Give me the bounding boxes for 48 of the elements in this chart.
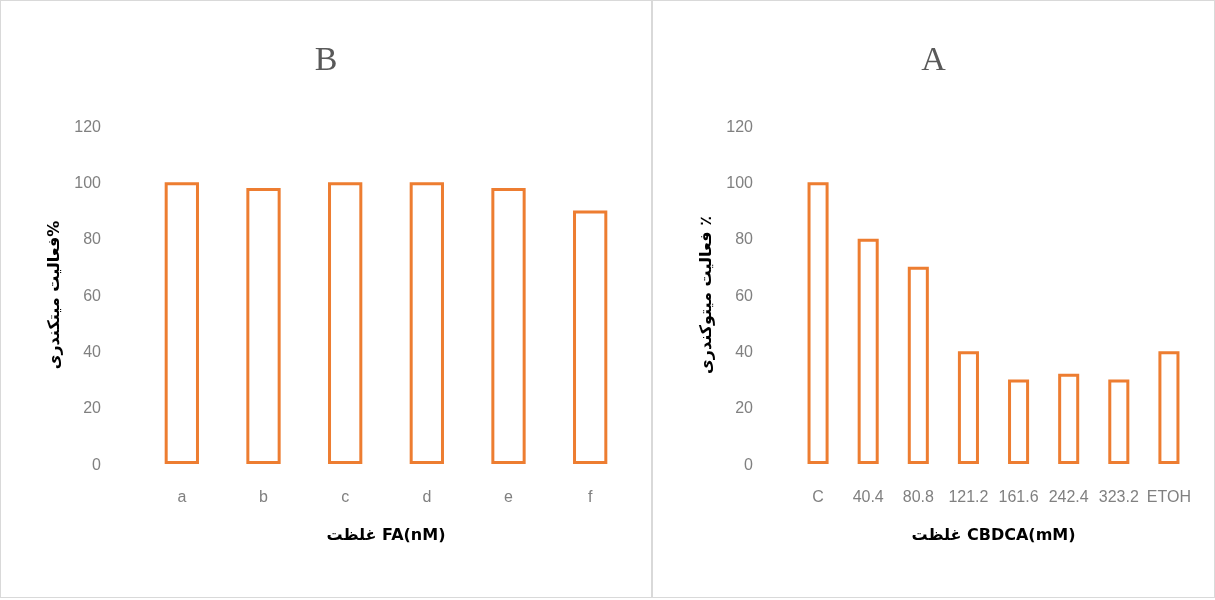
bar (573, 210, 608, 464)
bar (164, 182, 199, 464)
x-tick-label: 121.2 (948, 487, 989, 505)
x-tick-label: e (504, 487, 514, 505)
x-tick-label: 161.6 (998, 487, 1039, 505)
y-tick-label: 40 (735, 342, 754, 360)
x-tick-label: c (341, 487, 350, 505)
x-tick-label: 323.2 (1098, 487, 1139, 505)
bar (246, 187, 281, 464)
x-tick-label: ETOH (1146, 487, 1192, 505)
bar (1058, 373, 1080, 464)
chart-title: A (921, 39, 947, 77)
y-tick-label: 100 (726, 173, 754, 191)
bar (328, 182, 363, 464)
x-tick-label: d (422, 487, 432, 505)
x-tick-label: b (259, 487, 269, 505)
bar (857, 238, 879, 464)
y-tick-label: 80 (83, 230, 102, 248)
chart-title: B (314, 39, 338, 77)
y-tick-label: 20 (83, 399, 102, 417)
bar (907, 266, 929, 464)
x-axis-title: غلظت CBDCA(mM) (911, 524, 1076, 544)
y-tick-label: 60 (83, 286, 102, 304)
x-tick-label: f (587, 487, 593, 505)
bar (491, 187, 526, 464)
y-tick-label: 100 (74, 173, 102, 191)
x-axis-title: غلظت FA(nM) (326, 524, 446, 544)
y-tick-label: 120 (74, 117, 102, 135)
bar (1158, 351, 1180, 464)
x-tick-label: 40.4 (852, 487, 884, 505)
bar (957, 351, 979, 464)
x-tick-label: C (812, 487, 824, 505)
y-axis-title: فعالیت میتکندری% (43, 220, 63, 370)
x-tick-label: 242.4 (1048, 487, 1089, 505)
y-tick-label: 80 (735, 230, 754, 248)
y-tick-label: 40 (83, 342, 102, 360)
x-tick-label: 80.8 (902, 487, 934, 505)
y-axis-title: فعالیت میتوکندری ٪ (695, 216, 715, 374)
bar (1008, 379, 1030, 464)
y-tick-label: 0 (92, 455, 102, 473)
bar (807, 182, 829, 464)
y-tick-label: 0 (744, 455, 754, 473)
y-tick-label: 60 (735, 286, 754, 304)
bar (409, 182, 444, 464)
bar (1108, 379, 1130, 464)
y-tick-label: 20 (735, 399, 754, 417)
x-tick-label: a (177, 487, 187, 505)
y-tick-label: 120 (726, 117, 754, 135)
